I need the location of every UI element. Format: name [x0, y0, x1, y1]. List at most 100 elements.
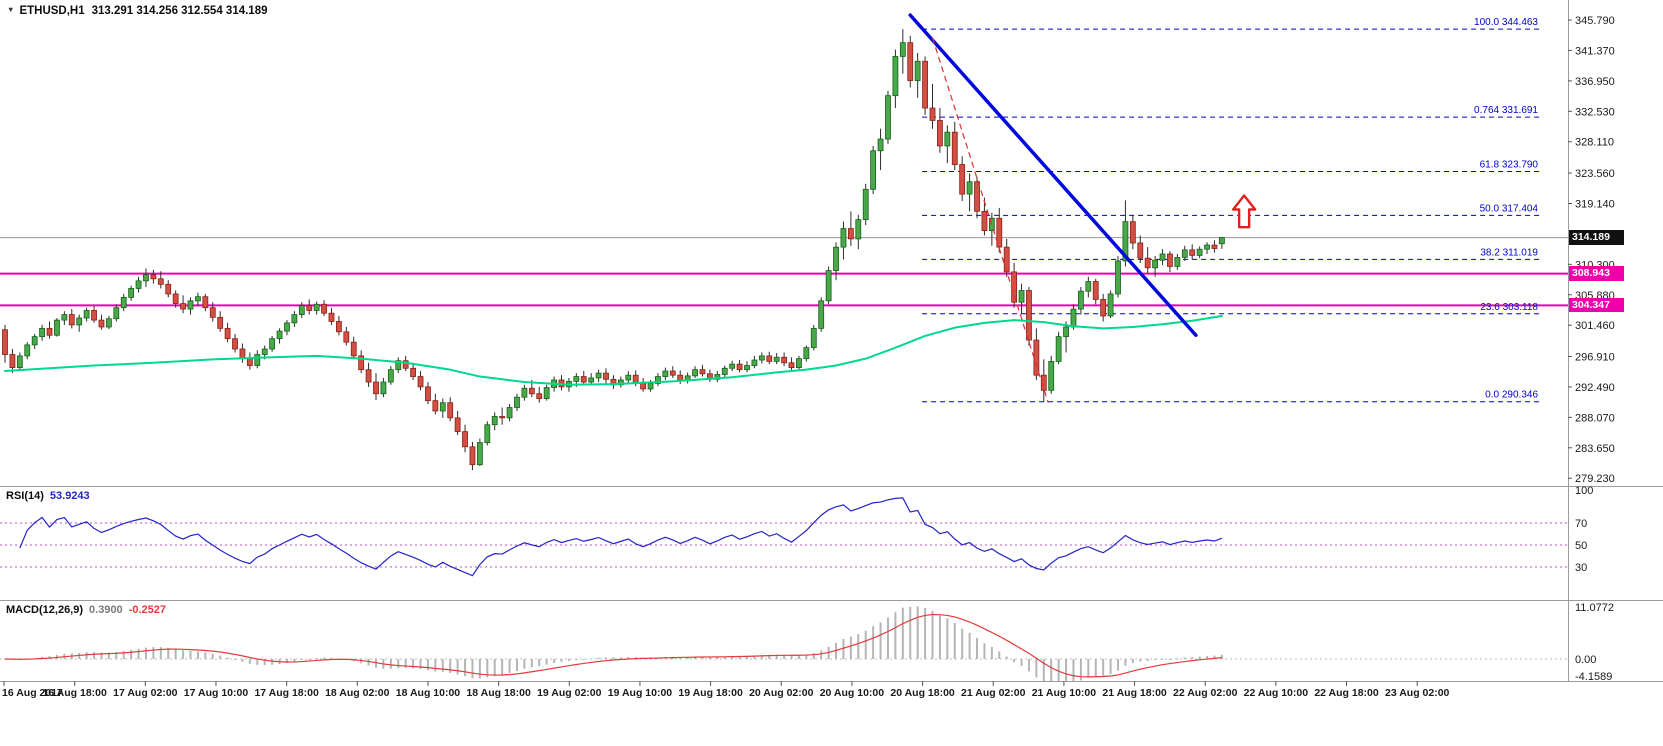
macd-bar	[115, 651, 118, 659]
candle-body	[232, 338, 238, 350]
candle-body	[76, 317, 83, 326]
macd-bar	[508, 659, 511, 674]
macd-bar	[753, 655, 756, 659]
time-tick-label[interactable]: 22 Aug 02:00	[1173, 687, 1238, 699]
macd-bar	[1117, 659, 1119, 671]
macd-bar	[760, 654, 763, 659]
collapse-marker-icon[interactable]: ▼	[7, 5, 15, 14]
candle-body	[31, 336, 38, 346]
macd-bar	[426, 659, 429, 671]
candle-body	[239, 348, 246, 360]
price-tick-label: 332.530	[1575, 106, 1615, 118]
macd-bar	[167, 647, 170, 659]
time-tick-label[interactable]: 22 Aug 10:00	[1244, 687, 1309, 699]
macd-bar	[389, 659, 392, 669]
time-tick-label[interactable]: 20 Aug 02:00	[749, 687, 814, 699]
fib-measure-line[interactable]	[931, 37, 1049, 403]
candle-body	[758, 355, 765, 361]
macd-bar	[107, 652, 110, 659]
time-tick-label[interactable]: 16 Aug 2017	[2, 687, 63, 699]
candle-body	[1144, 257, 1151, 269]
macd-bar	[1139, 659, 1142, 662]
macd-bar	[990, 646, 993, 659]
time-tick-label[interactable]: 19 Aug 02:00	[537, 687, 602, 699]
candles	[2, 29, 1225, 471]
time-tick-label[interactable]: 18 Aug 02:00	[325, 687, 390, 699]
candle-body	[180, 303, 186, 310]
macd-bar	[1094, 659, 1097, 677]
macd-bar	[248, 659, 251, 664]
candle-body	[499, 416, 506, 419]
macd-bar	[857, 634, 860, 659]
candle-body	[350, 341, 357, 357]
macd-bar	[879, 622, 882, 659]
time-tick-label[interactable]: 19 Aug 18:00	[678, 687, 743, 699]
candle-body	[91, 310, 97, 321]
candle-body	[914, 60, 921, 81]
macd-bar	[1065, 659, 1068, 682]
candle-body	[16, 355, 23, 368]
macd-indicator-label: MACD(12,26,9) 0.3900 -0.2527	[6, 604, 166, 616]
macd-bar	[449, 659, 452, 673]
up-arrow-annotation[interactable]	[1231, 194, 1257, 229]
candle-body	[246, 358, 253, 366]
macd-bar	[983, 643, 986, 659]
time-tick-label[interactable]: 17 Aug 10:00	[184, 687, 249, 699]
time-tick-label[interactable]: 16 Aug 18:00	[42, 687, 107, 699]
macd-bar	[812, 652, 815, 659]
candle-body	[929, 107, 936, 121]
time-tick-label[interactable]: 17 Aug 18:00	[254, 687, 319, 699]
price-tick-label: 288.070	[1575, 412, 1615, 424]
macd-bar	[367, 659, 370, 666]
macd-bar	[1020, 659, 1023, 666]
time-tick-label[interactable]: 21 Aug 18:00	[1102, 687, 1167, 699]
rsi-value: 53.9243	[49, 490, 90, 502]
candle-body	[1152, 259, 1158, 269]
time-tick-label[interactable]: 21 Aug 10:00	[1032, 687, 1097, 699]
candle-body	[150, 274, 157, 280]
time-tick-label[interactable]: 21 Aug 02:00	[961, 687, 1026, 699]
support-price-tag[interactable]: 304.347	[1569, 297, 1624, 313]
macd-bar	[1013, 659, 1016, 663]
macd-bar	[738, 655, 741, 659]
candle-body	[113, 307, 120, 320]
time-tick-label[interactable]: 18 Aug 10:00	[396, 687, 461, 699]
time-tick-label[interactable]: 18 Aug 18:00	[466, 687, 531, 699]
macd-bar	[182, 650, 185, 659]
macd-bar	[886, 617, 889, 659]
candle-body	[788, 362, 795, 368]
candle-body	[640, 383, 647, 390]
macd-bar	[1191, 657, 1194, 659]
time-tick-label[interactable]: 23 Aug 02:00	[1385, 687, 1450, 699]
resistance-price-tag[interactable]: 308.943	[1569, 266, 1624, 281]
fib-level-label: 0.764 331.691	[1474, 105, 1538, 116]
fib-level-label: 38.2 311.019	[1480, 247, 1538, 258]
time-tick-label[interactable]: 19 Aug 10:00	[608, 687, 673, 699]
candle-body	[974, 181, 980, 212]
macd-bar	[597, 657, 600, 659]
macd-bar	[478, 659, 481, 679]
time-tick-label[interactable]: 22 Aug 18:00	[1314, 687, 1379, 699]
macd-bar	[560, 659, 563, 662]
candle-body	[269, 338, 276, 350]
candle-body	[254, 354, 261, 366]
candle-body	[1048, 361, 1055, 391]
candle-body	[840, 228, 847, 248]
time-tick-label[interactable]: 17 Aug 02:00	[113, 687, 178, 699]
candle-body	[261, 348, 268, 355]
candle-body	[447, 402, 454, 419]
time-tick-label[interactable]: 20 Aug 18:00	[890, 687, 955, 699]
candle-body	[647, 383, 654, 390]
macd-bar	[953, 623, 956, 659]
candle-body	[298, 305, 305, 315]
price-tick-label: 328.110	[1575, 137, 1614, 149]
candle-body	[669, 370, 676, 376]
macd-bar	[998, 651, 1001, 659]
macd-bar	[716, 656, 719, 659]
macd-bar	[85, 652, 88, 659]
time-tick-label[interactable]: 20 Aug 10:00	[820, 687, 885, 699]
descending-trendline[interactable]	[908, 13, 1198, 337]
candle-body	[699, 369, 706, 375]
ohlc-readout: 313.291 314.256 312.554 314.189	[91, 5, 268, 17]
